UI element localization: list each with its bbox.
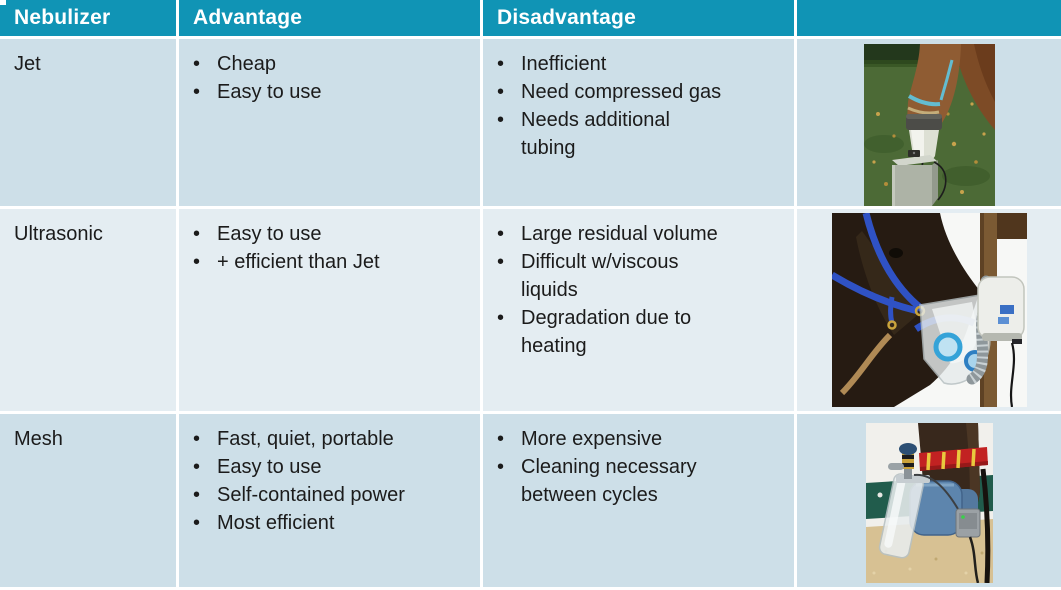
cell-type-mesh: Mesh	[0, 414, 176, 587]
red-yellow-noseband	[918, 447, 988, 471]
advantage-text: Easy to use	[217, 223, 322, 245]
cell-ultrasonic-photo	[797, 209, 1061, 411]
bullet-icon: •	[193, 251, 201, 273]
bullet-icon: •	[193, 484, 201, 506]
list-item: • Most efficient	[193, 509, 454, 537]
list-item: • Easy to use	[193, 220, 454, 248]
cell-jet-photo	[797, 39, 1061, 206]
list-item: • Difficult w/viscous liquids	[497, 248, 768, 304]
bullet-icon: •	[193, 428, 201, 450]
advantage-text: Easy to use	[217, 81, 322, 103]
list-item: • Needs additional tubing	[497, 106, 768, 162]
list-item: • Need compressed gas	[497, 78, 768, 106]
mesh-nebulizer-photo	[865, 423, 993, 583]
clear-chamber	[878, 473, 924, 559]
bullet-icon: •	[193, 512, 201, 534]
column-header-photo	[797, 0, 1061, 36]
bullet-icon: •	[497, 456, 505, 478]
disadvantage-text: More expensive	[521, 428, 663, 450]
column-header-nebulizer: Nebulizer	[0, 0, 176, 36]
list-item: • Cleaning necessary between cycles	[497, 453, 768, 509]
disadvantage-text: Needs additional tubing	[521, 109, 670, 159]
cell-mesh-disadvantages: • More expensive • Cleaning necessary be…	[483, 414, 794, 587]
bullet-icon: •	[497, 109, 505, 131]
disadvantage-text: Difficult w/viscous liquids	[521, 251, 679, 301]
bullet-icon: •	[193, 81, 201, 103]
wall-mounted-unit	[976, 276, 1025, 407]
column-header-disadvantage: Disadvantage	[483, 0, 794, 36]
advantage-text: Fast, quiet, portable	[217, 428, 394, 450]
bullet-icon: •	[193, 53, 201, 75]
bullet-icon: •	[497, 251, 505, 273]
list-item: • Cheap	[193, 50, 454, 78]
control-box	[913, 473, 980, 583]
list-item: • Easy to use	[193, 78, 454, 106]
bullet-icon: •	[497, 223, 505, 245]
disadvantage-text: Inefficient	[521, 53, 607, 75]
advantage-text: Cheap	[217, 53, 276, 75]
bullet-icon: •	[497, 53, 505, 75]
cell-jet-disadvantages: • Inefficient • Need compressed gas • Ne…	[483, 39, 794, 206]
cell-ultrasonic-disadvantages: • Large residual volume • Difficult w/vi…	[483, 209, 794, 411]
list-item: • Degradation due to heating	[497, 304, 768, 360]
disadvantage-text: Cleaning necessary between cycles	[521, 456, 697, 506]
cell-type-jet: Jet	[0, 39, 176, 206]
slide-corner-artifact	[0, 0, 6, 5]
list-item: • Fast, quiet, portable	[193, 425, 454, 453]
disadvantage-text: Need compressed gas	[521, 81, 722, 103]
bullet-icon: •	[193, 456, 201, 478]
cell-mesh-photo	[797, 414, 1061, 587]
list-item: • Large residual volume	[497, 220, 768, 248]
cell-mesh-advantages: • Fast, quiet, portable • Easy to use • …	[179, 414, 480, 587]
cell-ultrasonic-advantages: • Easy to use • + efficient than Jet	[179, 209, 480, 411]
medication-valve	[887, 443, 917, 479]
advantage-text: Easy to use	[217, 456, 322, 478]
column-header-advantage: Advantage	[179, 0, 480, 36]
disadvantage-text: Large residual volume	[521, 223, 718, 245]
bullet-icon: •	[497, 428, 505, 450]
list-item: • Self-contained power	[193, 481, 454, 509]
jet-nebulizer-photo	[863, 44, 995, 206]
list-item: • Inefficient	[497, 50, 768, 78]
fallen-leaves	[871, 102, 986, 194]
compressor-unit	[891, 150, 947, 206]
ultrasonic-nebulizer-photo	[831, 213, 1027, 407]
list-item: • Easy to use	[193, 453, 454, 481]
list-item: • + efficient than Jet	[193, 248, 454, 276]
advantage-text: + efficient than Jet	[217, 251, 380, 273]
horse-head	[906, 44, 995, 130]
lead-strap	[980, 468, 990, 583]
advantage-text: Most efficient	[217, 512, 335, 534]
advantage-text: Self-contained power	[217, 484, 405, 506]
bullet-icon: •	[497, 307, 505, 329]
cell-type-ultrasonic: Ultrasonic	[0, 209, 176, 411]
disadvantage-text: Degradation due to heating	[521, 307, 692, 357]
cell-jet-advantages: • Cheap • Easy to use	[179, 39, 480, 206]
bullet-icon: •	[193, 223, 201, 245]
list-item: • More expensive	[497, 425, 768, 453]
ultrasonic-mask	[918, 294, 991, 385]
bullet-icon: •	[497, 81, 505, 103]
